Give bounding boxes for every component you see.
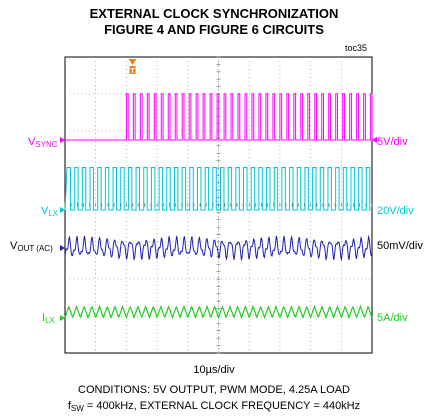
scope-traces (64, 93, 373, 320)
scale-label-vlx: 20V/div (377, 205, 414, 217)
scale-label-vsync: 5V/div (377, 136, 408, 148)
channel-ground-arrow (60, 315, 65, 321)
channel-ground-arrow (60, 245, 65, 251)
trigger-marker-box (129, 66, 136, 74)
trace-ilx (64, 304, 373, 320)
chart-subtitle: FIGURE 4 AND FIGURE 6 CIRCUITS (104, 22, 324, 37)
scale-label-vout: 50mV/div (377, 240, 423, 252)
channel-label-ilx: ILX (42, 312, 55, 325)
scale-label-ilx: 5A/div (377, 312, 408, 324)
channel-ground-arrow (60, 207, 65, 213)
chart-title: EXTERNAL CLOCK SYNCHRONIZATION (89, 6, 339, 21)
channel-ground-arrow (60, 137, 65, 143)
trigger-marker-arrow (128, 59, 137, 65)
trace-vlx (64, 166, 372, 211)
channel-label-vout: VOUT (AC) (10, 240, 53, 253)
trigger-marker-label: T (130, 68, 135, 75)
channel-label-vlx: VLX (41, 205, 59, 218)
trace-vout (64, 234, 372, 262)
conditions-line-2: fSW = 400kHz, EXTERNAL CLOCK FREQUENCY =… (67, 400, 361, 413)
scope-markers: T (60, 59, 377, 321)
trace-vsync (65, 93, 373, 141)
channel-label-vsync: VSYNC (28, 136, 58, 149)
figure-tag: toc35 (345, 43, 368, 53)
time-scale-label: 10µs/div (193, 364, 235, 376)
trigger-level-arrow (372, 137, 377, 143)
conditions-line-1: CONDITIONS: 5V OUTPUT, PWM MODE, 4.25A L… (78, 384, 350, 396)
